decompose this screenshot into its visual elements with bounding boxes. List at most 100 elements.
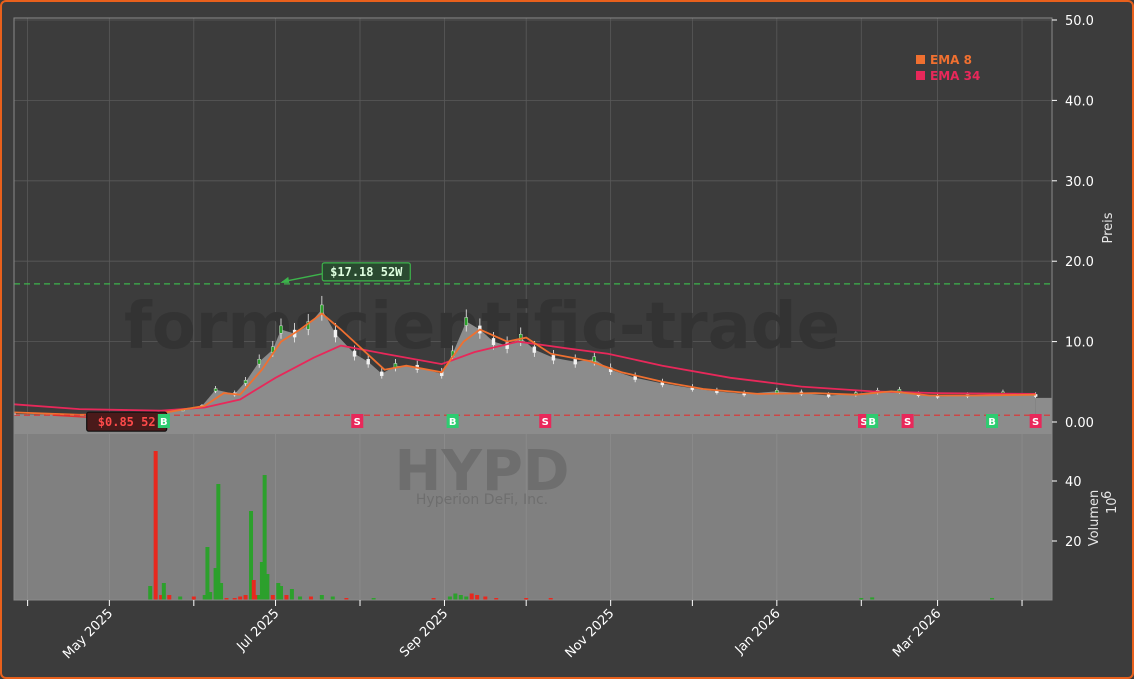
legend-swatch-ema8: [916, 55, 925, 64]
volume-bar: [859, 598, 864, 600]
volume-bar: [447, 596, 452, 600]
buy-signal-marker: [986, 414, 999, 428]
low-52w-label: $0.85 52: [98, 415, 156, 429]
volume-bar: [475, 595, 480, 600]
volume-bar: [159, 595, 164, 600]
plot-border: [13, 17, 1053, 601]
x-tick-label: Jul 2025: [234, 606, 283, 655]
volume-bar: [298, 596, 303, 600]
candle-body: [14, 413, 16, 416]
candle-body: [491, 338, 496, 346]
volume-bar: [494, 598, 499, 600]
volume-bar: [265, 574, 270, 600]
volume-bar: [330, 596, 335, 600]
price-tick-label: 10.0: [1065, 336, 1094, 351]
sell-signal-label: S: [1032, 417, 1039, 428]
volume-bar: [257, 595, 262, 600]
grid: [14, 18, 1052, 600]
volume-bar: [178, 596, 183, 600]
candle-body: [532, 346, 537, 353]
high-52w-label-box: [321, 262, 411, 282]
volume-bar: [278, 586, 283, 600]
volume-bar: [216, 484, 221, 600]
candle-body: [213, 388, 218, 392]
volume-bar: [308, 596, 313, 600]
volume-bar: [270, 595, 275, 600]
volume-tick-label: 20: [1065, 535, 1082, 550]
legend: EMA 8 EMA 34: [916, 53, 980, 83]
ema8-line: [14, 312, 1036, 416]
buy-signal-label: B: [160, 417, 168, 428]
volume-bar: [870, 597, 875, 600]
sell-signal-marker: [1029, 414, 1042, 428]
x-tick-label: Nov 2025: [563, 606, 618, 661]
price-tick-label: 30.0: [1065, 175, 1094, 190]
volume-bar: [548, 598, 553, 600]
volume-bar: [284, 595, 289, 600]
volume-bar: [344, 598, 349, 600]
volume-bar: [289, 589, 294, 600]
volume-bar: [464, 596, 469, 600]
legend-label-ema8: EMA 8: [930, 53, 972, 67]
volume-bar: [254, 595, 259, 600]
volume-bar: [219, 583, 224, 600]
volume-bar: [224, 598, 229, 600]
price-axis-title: Preis: [1101, 212, 1116, 243]
buy-signal-marker: [446, 414, 459, 428]
x-tick-label: Jan 2026: [732, 606, 784, 658]
candle-body: [279, 325, 283, 334]
sell-signal-label: S: [354, 417, 361, 428]
volume-bar: [319, 595, 324, 600]
volume-bar: [276, 583, 281, 600]
buy-signal-marker: [866, 414, 879, 428]
buy-signal-label: B: [988, 417, 996, 428]
volume-bar: [238, 596, 243, 600]
volume-bar: [431, 598, 436, 600]
legend-label-ema34: EMA 34: [930, 69, 980, 83]
candle-body: [352, 350, 357, 357]
ticker-watermark: HYPD: [395, 439, 570, 504]
volume-bar: [213, 568, 218, 600]
candle-body: [573, 359, 577, 365]
candle-body: [243, 379, 248, 384]
volume-axis-title: Volumen: [1087, 490, 1102, 547]
ema34-line: [14, 340, 1036, 412]
x-tick-label: Sep 2025: [397, 606, 451, 660]
volume-panel: [14, 434, 1052, 600]
buy-signal-label: B: [449, 417, 457, 428]
candle-body: [464, 317, 468, 326]
volume-bar: [205, 547, 210, 600]
volume-bar: [153, 451, 158, 600]
price-tick-label: 20.0: [1065, 255, 1094, 270]
volume-bar: [990, 598, 995, 600]
volume-bar: [259, 562, 264, 600]
volume-bar: [251, 580, 256, 600]
volume-bar: [161, 583, 166, 600]
volume-bar: [167, 595, 172, 600]
volume-bar: [148, 586, 153, 600]
volume-bar: [458, 595, 463, 600]
volume-exponent-base: 10: [1105, 497, 1120, 514]
high-52w-arrowhead: [280, 276, 290, 283]
sell-signal-marker: [901, 414, 914, 428]
candle-body: [366, 359, 370, 365]
volume-exponent: 10 6: [1100, 491, 1120, 514]
sell-signal-marker: [351, 414, 364, 428]
x-tick-label: May 2025: [60, 606, 116, 662]
volume-bar: [453, 593, 458, 600]
buy-signal-marker: [157, 414, 170, 428]
price-tick-label: 0.00: [1065, 416, 1094, 431]
volume-bar: [243, 595, 248, 600]
volume-tick-label: 40: [1065, 475, 1082, 490]
candle-body: [775, 390, 779, 393]
volume-bar: [469, 593, 474, 600]
sell-signal-marker: [539, 414, 552, 428]
volume-bar: [371, 598, 376, 600]
price-layer: [14, 295, 1052, 434]
volume-bar: [524, 598, 529, 600]
volume-bar: [249, 511, 254, 600]
candle-body: [257, 359, 261, 365]
candle-body: [592, 356, 596, 362]
